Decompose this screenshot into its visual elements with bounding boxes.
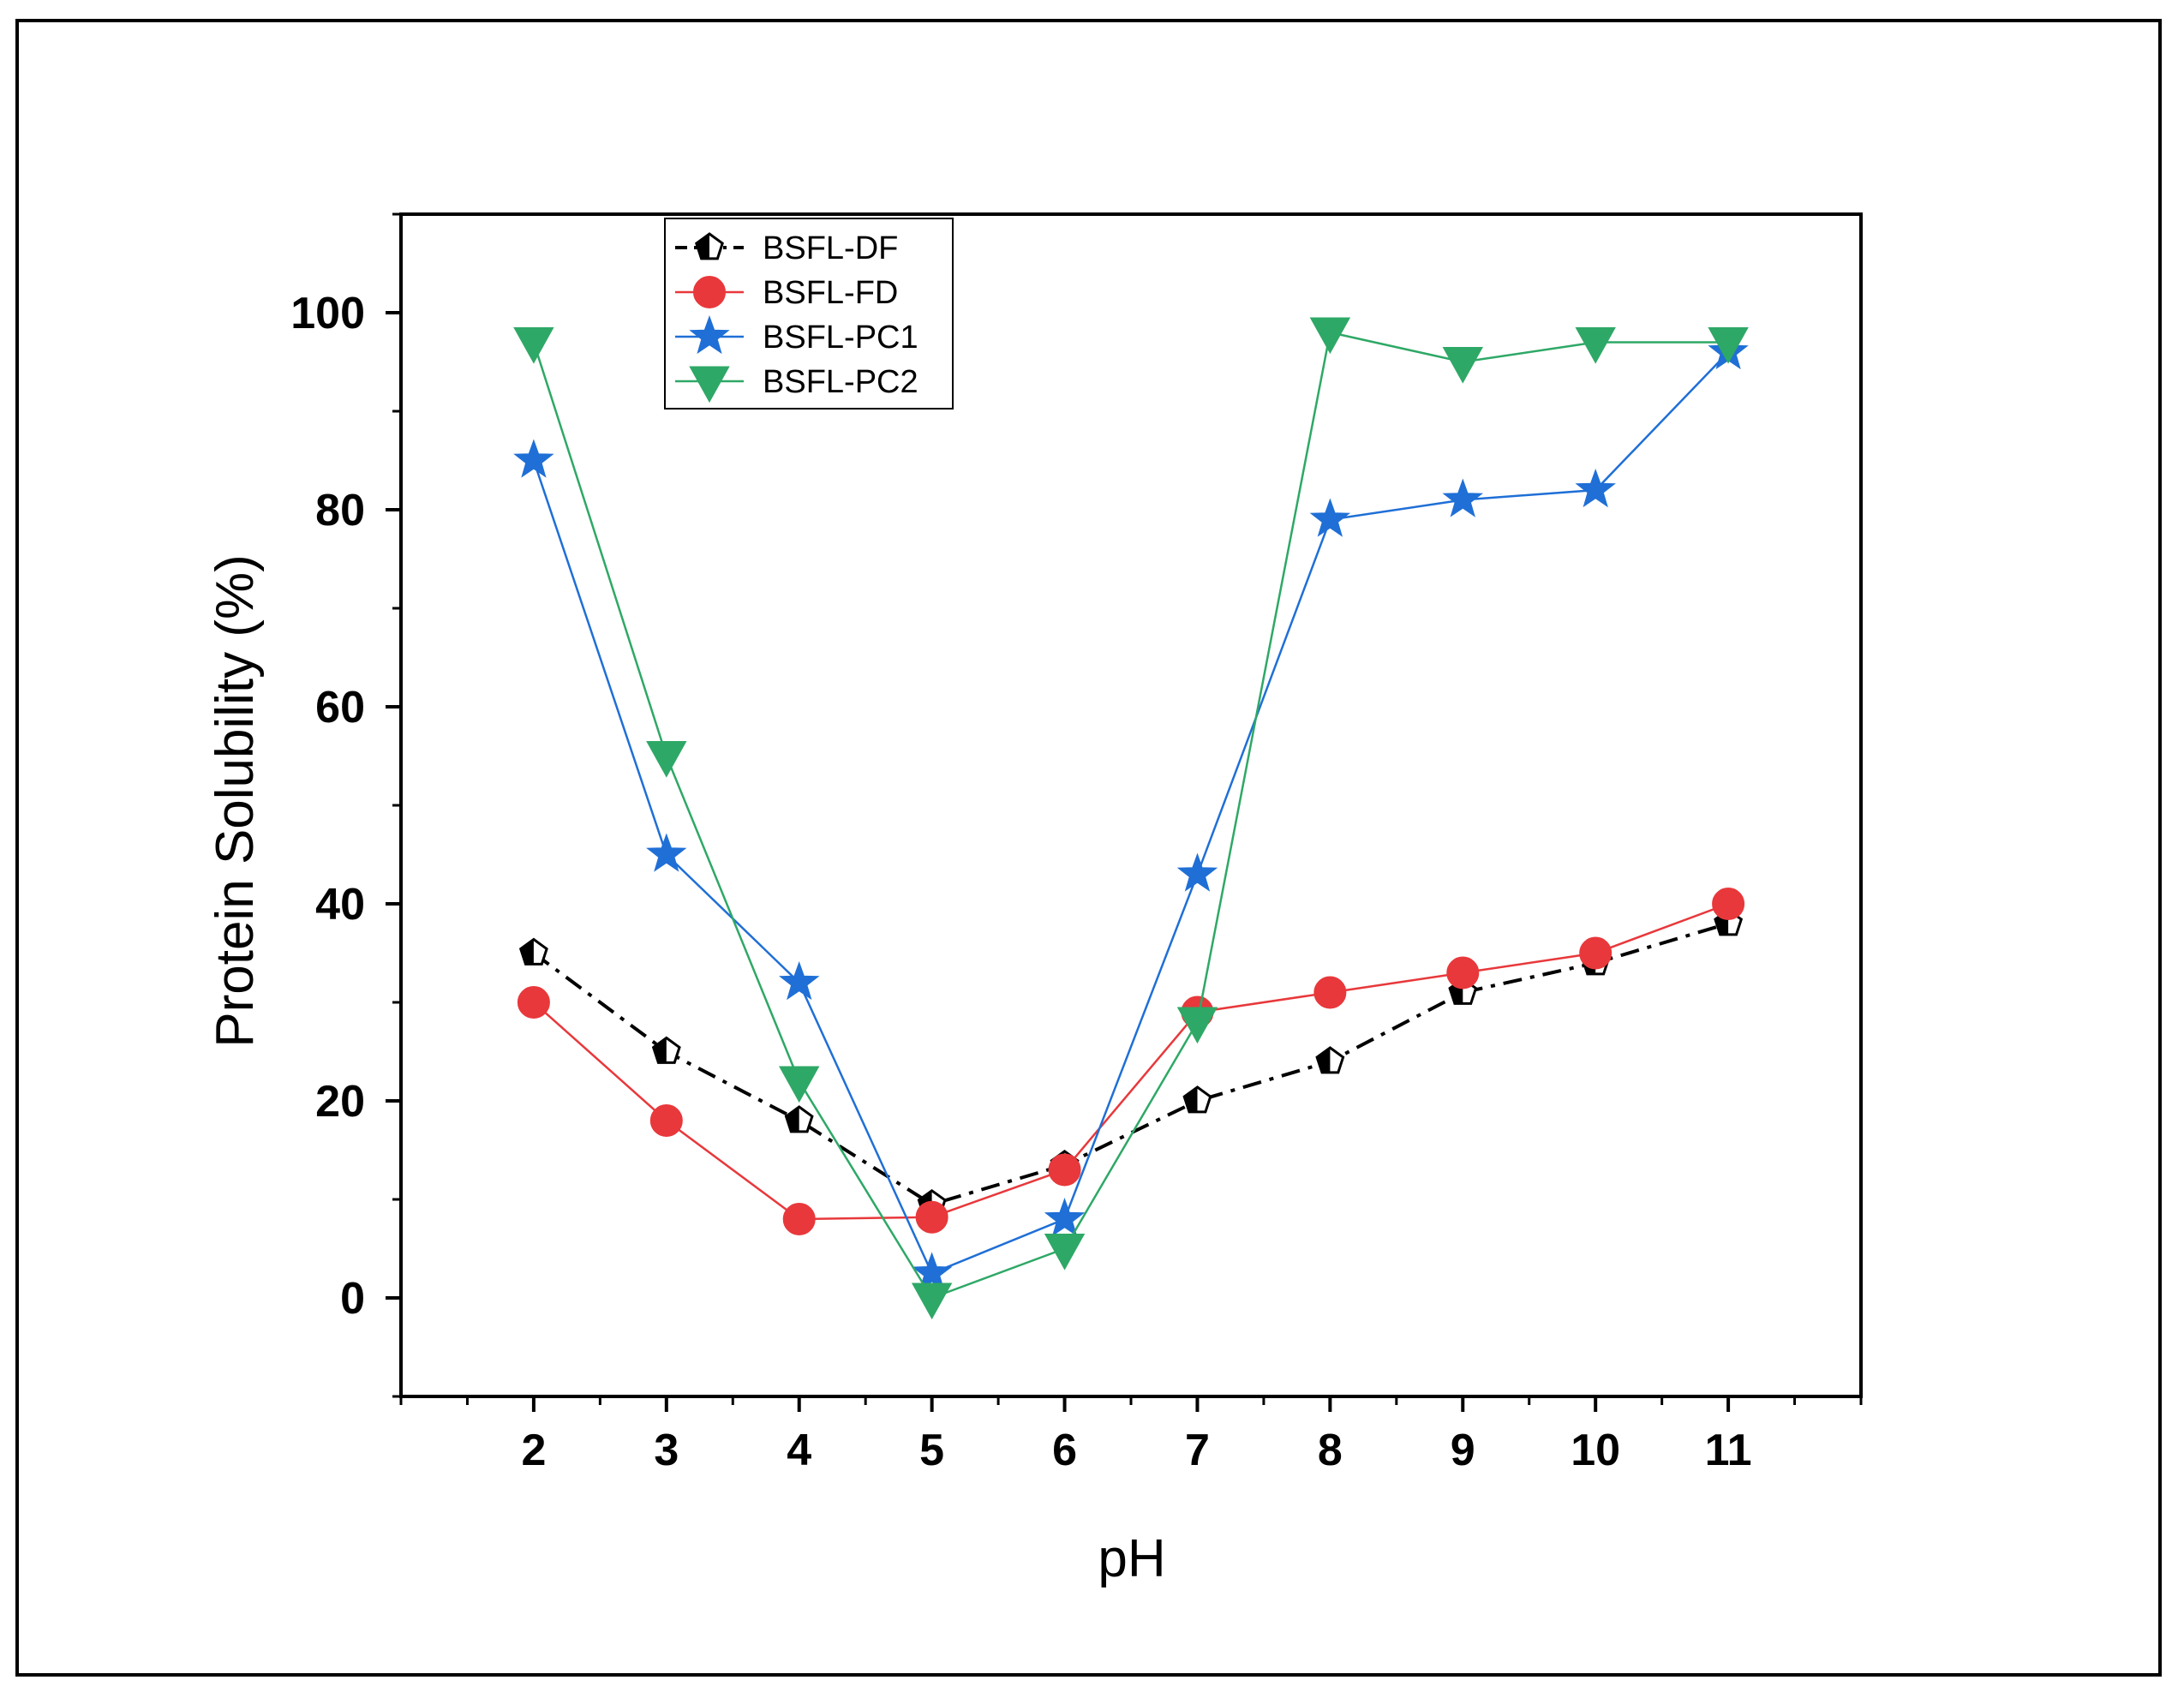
data-point <box>517 986 550 1019</box>
series-line <box>532 331 1729 1300</box>
y-tick-label: 60 <box>315 683 365 732</box>
legend-label: BSFL-PC1 <box>763 320 918 356</box>
data-point <box>1176 852 1218 892</box>
x-tick-label: 6 <box>1052 1426 1077 1475</box>
data-point <box>778 961 820 1001</box>
data-point <box>1048 1153 1081 1187</box>
pentagon-fill <box>1184 1087 1198 1112</box>
data-point <box>1708 327 1749 364</box>
pentagon-fill <box>1317 1048 1331 1073</box>
data-point <box>513 439 554 478</box>
data-point <box>915 1200 948 1234</box>
x-axis-title: pH <box>1098 1529 1165 1588</box>
plot-area <box>399 212 1863 1398</box>
plot-frame-box <box>399 212 1863 1398</box>
data-point <box>1309 498 1351 537</box>
series-line <box>532 922 1729 1206</box>
series-bsfl-pc2 <box>513 317 1749 1320</box>
data-point <box>1315 1046 1345 1074</box>
data-point <box>1176 1007 1218 1044</box>
figure-border <box>15 19 2162 1677</box>
y-tick-label: 40 <box>315 880 365 930</box>
legend-marker <box>689 366 730 404</box>
data-point <box>646 833 687 872</box>
data-point <box>779 1066 820 1103</box>
legend-marker <box>689 315 730 355</box>
data-point <box>1575 469 1616 508</box>
x-tick-label: 2 <box>521 1426 546 1475</box>
series-line <box>533 902 1729 1221</box>
data-point <box>911 1252 953 1291</box>
data-point <box>782 1203 816 1235</box>
data-point <box>1575 327 1616 364</box>
pentagon-fill <box>696 234 709 259</box>
series-bsfl-df <box>518 908 1744 1217</box>
data-point <box>1446 956 1480 990</box>
legend-marker <box>695 232 724 260</box>
x-tick-label: 8 <box>1318 1426 1343 1475</box>
data-point <box>651 1036 681 1064</box>
data-point <box>1182 1085 1212 1114</box>
x-tick-label: 7 <box>1185 1426 1210 1475</box>
pentagon-fill <box>786 1107 799 1132</box>
x-tick-label: 5 <box>919 1426 944 1475</box>
data-point <box>1712 888 1745 920</box>
data-point <box>1044 1198 1086 1237</box>
data-point <box>1442 347 1483 384</box>
legend-label: BSFL-DF <box>763 230 898 266</box>
data-point <box>1309 317 1351 355</box>
data-point <box>646 741 687 778</box>
x-tick-label: 3 <box>654 1426 679 1475</box>
legend-label: BSFL-FD <box>763 275 898 311</box>
data-point <box>1313 976 1347 1009</box>
pentagon-fill <box>520 939 534 965</box>
data-point <box>518 937 548 966</box>
data-point <box>1442 478 1484 517</box>
series-layer <box>513 317 1749 1320</box>
x-tick-label: 10 <box>1571 1426 1620 1475</box>
x-tick-label: 4 <box>787 1426 811 1475</box>
data-point <box>1579 936 1613 970</box>
legend-marker <box>693 276 726 308</box>
data-point <box>1044 1234 1086 1271</box>
pentagon-fill <box>653 1037 667 1063</box>
x-tick-label: 11 <box>1705 1426 1752 1475</box>
data-point <box>513 327 554 364</box>
y-tick-label: 80 <box>315 486 365 535</box>
data-point <box>911 1282 953 1320</box>
y-tick-label: 20 <box>315 1077 365 1127</box>
legend: BSFL-DF BSFL-FD BSFL-PC1 BSFL-PC2 <box>664 218 954 410</box>
y-tick-label: 0 <box>340 1274 365 1324</box>
series-bsfl-fd <box>517 888 1745 1235</box>
x-tick-label: 9 <box>1451 1426 1475 1475</box>
y-axis-title: Protein Solubility (%) <box>206 554 265 1047</box>
data-point <box>784 1105 814 1133</box>
legend-label: BSFL-PC2 <box>763 364 918 400</box>
y-tick-label: 100 <box>290 289 365 338</box>
axis-ticks: 2 3 4 5 6 7 8 9 10 11 0 20 40 60 80 100 <box>290 212 1863 1475</box>
data-point <box>649 1104 683 1137</box>
